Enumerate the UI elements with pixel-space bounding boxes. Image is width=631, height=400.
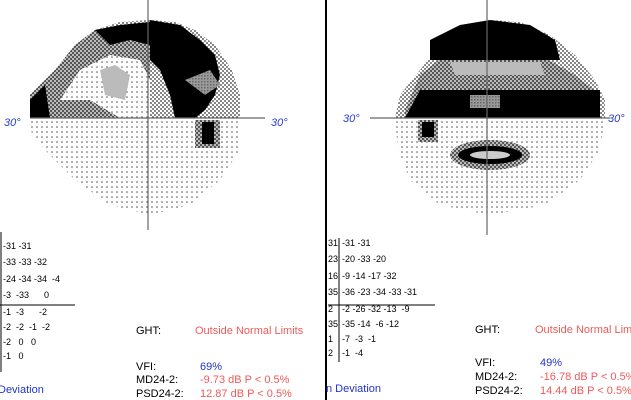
deviation-cell: 23 <box>328 254 338 264</box>
ght-value: Outside Normal Limits <box>535 324 631 336</box>
ght-value: Outside Normal Limits <box>195 325 304 337</box>
deviation-cell: -20 -33 -20 <box>342 254 386 264</box>
deviation-row: -2 -2 -1 -2 <box>3 322 50 332</box>
deviation-cell: -2 -26 -32 -13 -9 <box>342 304 410 314</box>
vfi-value: 69% <box>200 361 222 373</box>
deviation-row: -3 -33 0 <box>3 290 49 300</box>
psd-value: 12.87 dB P < 0.5% <box>200 388 292 400</box>
md-value: -16.78 dB P < 0.5% <box>540 371 631 383</box>
deviation-cell: -31 -31 <box>342 238 371 248</box>
psd-label: PSD24-2: <box>136 388 184 400</box>
deviation-cell: -35 -14 -6 -12 <box>342 319 399 329</box>
deviation-row: -2 0 0 <box>3 337 36 347</box>
left-field <box>30 20 240 215</box>
vfi-label: VFI: <box>136 361 156 373</box>
deviation-row: -1 0 <box>3 351 24 361</box>
right-field <box>395 20 605 215</box>
deviation-row: -1 -3 -2 <box>3 307 47 317</box>
axis-label: 30° <box>4 117 21 129</box>
ght-label: GHT: <box>475 324 500 336</box>
axis-label: 30° <box>343 113 360 125</box>
md-value: -9.73 dB P < 0.5% <box>200 374 290 386</box>
ght-label: GHT: <box>136 325 161 337</box>
deviation-row: -33 -33 -32 <box>3 257 47 267</box>
vfi-value: 49% <box>540 357 562 369</box>
psd-label: PSD24-2: <box>475 385 523 397</box>
footer: Deviation <box>0 384 44 396</box>
deviation-cell: -9 -14 -17 -32 <box>342 271 397 281</box>
deviation-cell: 35 <box>328 287 338 297</box>
deviation-cell: 1 <box>328 334 333 344</box>
axis-label: 30° <box>271 117 288 129</box>
axis-label: 30° <box>608 113 625 125</box>
vfi-label: VFI: <box>475 357 495 369</box>
deviation-cell: 31 <box>328 238 338 248</box>
deviation-cell: 2 <box>328 304 333 314</box>
deviation-cell: -1 -4 <box>342 348 363 358</box>
deviation-cell: -7 -3 -1 <box>342 334 376 344</box>
psd-value: 14.44 dB P < 0.5% <box>540 385 631 397</box>
deviation-cell: 2 <box>328 348 333 358</box>
deviation-cell: 16 <box>328 271 338 281</box>
md-label: MD24-2: <box>475 371 517 383</box>
deviation-cell: 35 <box>328 319 338 329</box>
deviation-cell: -36 -23 -34 -33 -31 <box>342 287 417 297</box>
footer: n Deviation <box>326 383 381 395</box>
deviation-row: -24 -34 -34 -4 <box>3 274 60 284</box>
deviation-row: -31 -31 <box>3 241 32 251</box>
md-label: MD24-2: <box>136 374 178 386</box>
